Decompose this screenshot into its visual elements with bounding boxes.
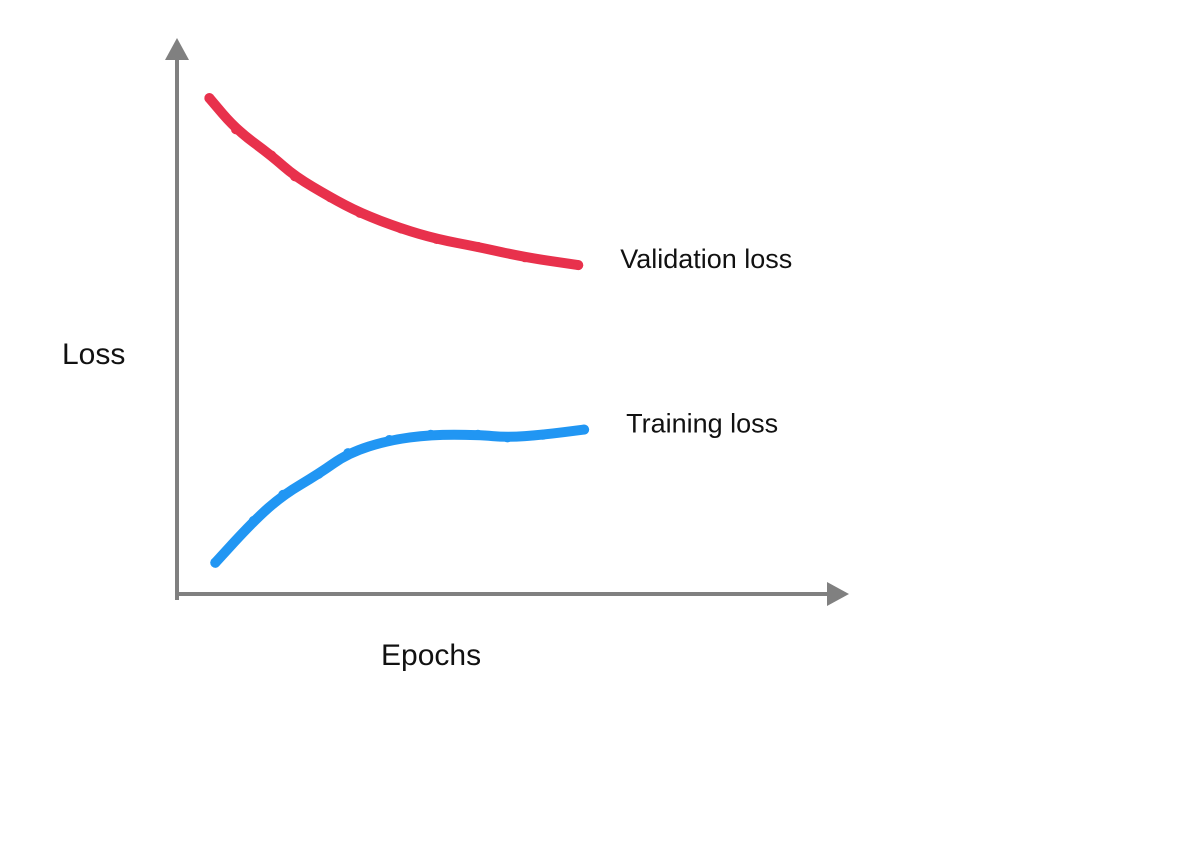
training-loss-point-6 <box>425 429 436 440</box>
training-loss-line <box>210 424 590 568</box>
validation-loss-point-1 <box>231 124 241 135</box>
training-loss-point-4 <box>343 448 354 459</box>
training-loss-point-0 <box>210 557 221 568</box>
training-loss-point-10 <box>579 424 590 435</box>
training-loss-point-3 <box>313 468 324 479</box>
training-loss-point-2 <box>278 489 289 500</box>
validation-loss-point-4 <box>325 192 336 203</box>
training-loss-point-7 <box>472 429 483 440</box>
x-axis-label: Epochs <box>381 639 481 672</box>
validation-loss-point-7 <box>431 234 442 244</box>
validation-loss-point-8 <box>472 241 483 252</box>
training-loss-point-1 <box>248 515 259 526</box>
validation-loss-point-0 <box>204 93 215 104</box>
validation-loss-point-9 <box>520 252 531 263</box>
validation-loss-point-2 <box>266 150 277 161</box>
series-layer: Validation loss Training loss <box>204 93 792 568</box>
validation-loss-line <box>204 93 584 271</box>
validation-loss-point-6 <box>396 223 407 234</box>
y-axis-label: Loss <box>62 338 125 371</box>
validation-loss-point-5 <box>354 207 365 218</box>
axes <box>165 38 849 606</box>
training-loss-series: Training loss <box>210 409 778 568</box>
training-loss-point-5 <box>384 435 395 445</box>
training-loss-label: Training loss <box>626 409 778 439</box>
validation-loss-label: Validation loss <box>620 244 792 274</box>
validation-loss-point-10 <box>573 260 584 271</box>
validation-loss-series: Validation loss <box>204 93 792 274</box>
y-axis-arrowhead <box>165 38 189 60</box>
training-loss-point-8 <box>502 432 513 443</box>
x-axis-arrowhead <box>827 582 849 606</box>
training-loss-point-9 <box>537 429 548 440</box>
validation-loss-point-3 <box>290 171 300 182</box>
